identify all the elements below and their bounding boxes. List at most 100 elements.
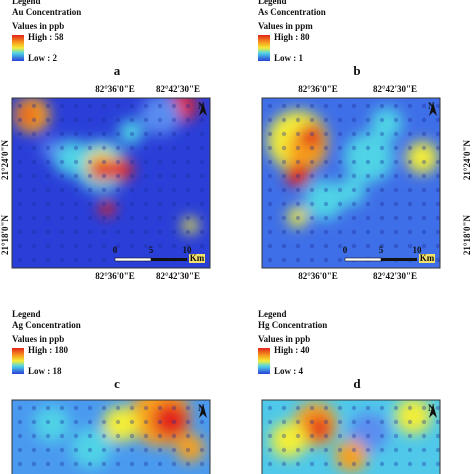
sample-dot [101, 103, 107, 109]
sample-dot [309, 257, 315, 263]
heat-blob [343, 132, 394, 183]
sample-dot [143, 447, 149, 453]
sample-dot [323, 103, 329, 109]
sample-dot [143, 461, 149, 467]
sample-dot [281, 229, 287, 235]
sample-dot [157, 187, 163, 193]
sample-dot [295, 257, 301, 263]
legend-low: Low : 18 [28, 366, 62, 376]
sample-dot [171, 187, 177, 193]
sample-dot [337, 173, 343, 179]
longitude-label: 82°42'30"E [373, 84, 417, 94]
sample-dot [73, 461, 79, 467]
sample-dot [31, 173, 37, 179]
sample-dot [17, 187, 23, 193]
sample-dot [323, 215, 329, 221]
sample-dot [379, 159, 385, 165]
sample-dot [379, 117, 385, 123]
sample-dot [59, 159, 65, 165]
heat-map [12, 98, 210, 268]
sample-dot [407, 433, 413, 439]
sample-dot [281, 131, 287, 137]
sample-dot [351, 173, 357, 179]
sample-dot [31, 447, 37, 453]
sample-dot [73, 173, 79, 179]
north-arrow [429, 102, 437, 116]
heat-map [262, 98, 440, 268]
sample-dot [281, 257, 287, 263]
longitude-label: 82°36'0"E [95, 271, 135, 281]
sample-dot [281, 461, 287, 467]
sample-dot [129, 447, 135, 453]
sample-dot [309, 131, 315, 137]
sample-dot [31, 145, 37, 151]
sample-dot [267, 215, 273, 221]
sample-dot [337, 257, 343, 263]
sample-dot [73, 215, 79, 221]
blobs [13, 98, 199, 234]
sample-dot [45, 103, 51, 109]
sample-dot [421, 243, 427, 249]
sample-dot [171, 173, 177, 179]
sample-dot [337, 433, 343, 439]
sample-dot [101, 145, 107, 151]
sample-dot [351, 131, 357, 137]
sample-dot [171, 461, 177, 467]
sample-dot [73, 243, 79, 249]
sample-dot [199, 187, 205, 193]
longitude-label: 82°42'30"E [156, 84, 200, 94]
heat-blob [299, 123, 324, 148]
sample-dot [407, 461, 413, 467]
longitude-label: 82°36'0"E [298, 84, 338, 94]
sample-dot [115, 215, 121, 221]
sample-dot [45, 433, 51, 439]
north-arrow [199, 102, 207, 116]
heat-blob [19, 107, 36, 123]
sample-dot [351, 215, 357, 221]
sample-dot [379, 461, 385, 467]
sample-dot [323, 405, 329, 411]
sample-dot [351, 117, 357, 123]
sample-dot [365, 187, 371, 193]
sample-dot [351, 461, 357, 467]
sample-dot [407, 187, 413, 193]
sample-dot [295, 229, 301, 235]
sample-dot [435, 145, 440, 151]
sample-dot [171, 117, 177, 123]
sample-dot [351, 159, 357, 165]
sample-dot [351, 405, 357, 411]
sample-dot [115, 405, 121, 411]
panel-label: c [114, 376, 120, 391]
sample-dot [17, 145, 23, 151]
sample-dot [295, 173, 301, 179]
sample-dot [407, 117, 413, 123]
sample-dot [31, 405, 37, 411]
legend-heading: Legend [12, 0, 41, 6]
north-arrow [429, 404, 437, 418]
sample-dot [267, 159, 273, 165]
legend-unit: Values in ppm [258, 21, 313, 31]
sample-dot [351, 243, 357, 249]
sample-dot [31, 117, 37, 123]
sample-dot [379, 419, 385, 425]
heat-blob [306, 416, 331, 440]
sample-dot [435, 103, 440, 109]
sample-dot [115, 243, 121, 249]
sample-dot [379, 187, 385, 193]
sample-dot [267, 447, 273, 453]
sample-dot [379, 201, 385, 207]
north-label: N [198, 403, 205, 413]
sample-dot [281, 159, 287, 165]
sample-dot [351, 103, 357, 109]
sample-dot [115, 131, 121, 137]
sample-dot [87, 103, 93, 109]
sample-dot [421, 461, 427, 467]
sample-dot [199, 159, 205, 165]
sample-dot [185, 145, 191, 151]
sample-dot [337, 405, 343, 411]
legend-unit: Values in ppb [258, 334, 310, 344]
sample-dot [59, 461, 65, 467]
sample-dot [101, 257, 107, 263]
sample-dot [171, 103, 177, 109]
sample-dot [267, 243, 273, 249]
